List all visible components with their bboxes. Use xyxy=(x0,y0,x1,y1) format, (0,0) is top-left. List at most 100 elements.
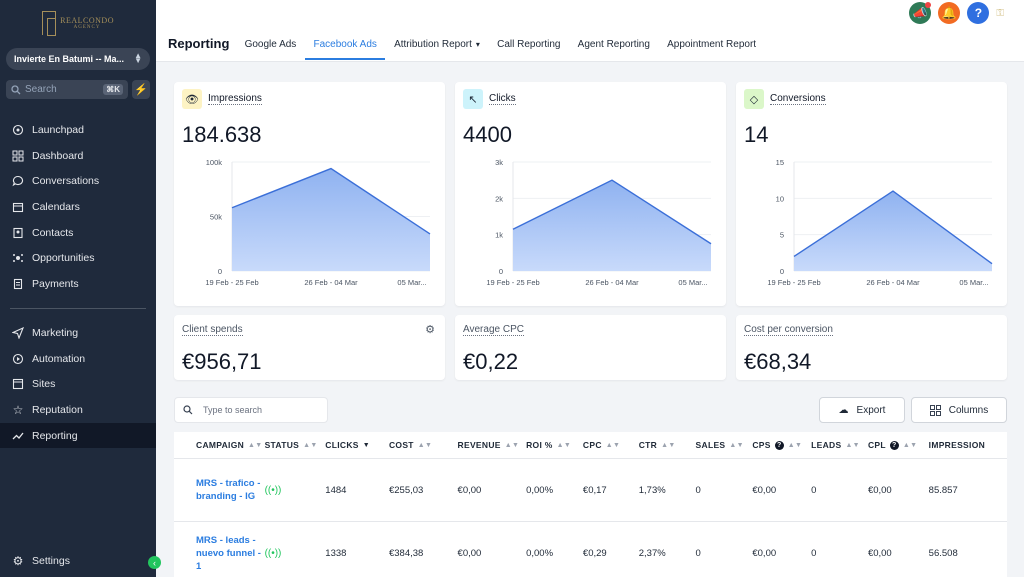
cps-cell: €0,00 xyxy=(752,484,777,496)
logo[interactable]: REALCONDO AGENCY xyxy=(42,8,114,38)
logo-sub: AGENCY xyxy=(73,24,101,30)
cursor-icon: ↖ xyxy=(463,89,483,109)
sidebar-item-marketing[interactable]: Marketing xyxy=(0,320,156,346)
sidebar-item-label: Opportunities xyxy=(32,252,95,265)
chevron-updown-icon: ▲ ▼ xyxy=(134,51,142,65)
y-tick-label: 1k xyxy=(495,231,503,240)
tab-facebook-ads[interactable]: Facebook Ads xyxy=(304,30,386,60)
x-tick-label: 19 Feb - 25 Feb xyxy=(205,278,258,287)
bolt-icon[interactable]: ⚡ xyxy=(132,80,150,99)
tab-agent-reporting[interactable]: Agent Reporting xyxy=(577,38,650,50)
col-cost[interactable]: COST ▲▼ xyxy=(388,440,433,450)
x-tick-label: 05 Mar... xyxy=(397,278,426,287)
bell-icon[interactable]: 🔔 xyxy=(938,2,961,24)
tab-appointment-report[interactable]: Appointment Report xyxy=(667,38,757,50)
col-sales[interactable]: SALES ▲▼ xyxy=(695,440,744,450)
sidebar-search[interactable]: Search ⌘K xyxy=(6,80,128,99)
tab-call-reporting[interactable]: Call Reporting xyxy=(497,38,561,50)
receipt-icon xyxy=(12,278,24,290)
sort-icon: ▲▼ xyxy=(845,441,860,449)
sidebar-item-label: Payments xyxy=(32,277,79,290)
sidebar-item-label: Marketing xyxy=(32,326,79,339)
sidebar-item-opportunities[interactable]: Opportunities xyxy=(0,245,156,271)
col-status[interactable]: STATUS ▲▼ xyxy=(264,440,318,450)
client-spends-card: Client spends ⚙ €956,71 xyxy=(174,315,445,380)
col-campaign[interactable]: CAMPAIGN ▲▼ xyxy=(196,440,263,450)
y-tick-label: 0 xyxy=(780,267,784,276)
campaign-link[interactable]: MRS - trafico - branding - IG xyxy=(196,478,261,502)
tab-attribution-report[interactable]: Attribution Report ▾ xyxy=(394,38,480,50)
sidebar-item-conversations[interactable]: Conversations xyxy=(0,168,156,194)
help-icon[interactable]: ? xyxy=(774,440,784,450)
area-fill xyxy=(794,191,992,271)
search-icon xyxy=(11,84,21,94)
campaign-link[interactable]: MRS - leads - nuevo funnel - 1 xyxy=(196,534,261,572)
sort-icon: ▲▼ xyxy=(303,441,318,449)
sidebar-item-contacts[interactable]: Contacts xyxy=(0,220,156,246)
key-icon[interactable]: ⚿ xyxy=(996,7,1004,19)
roi-cell: 0,00% xyxy=(526,547,554,559)
col-impressions[interactable]: IMPRESSION xyxy=(928,440,986,450)
col-revenue[interactable]: REVENUE ▲▼ xyxy=(457,440,520,450)
sidebar-settings: ⚙ Settings xyxy=(0,548,156,574)
ctr-cell: 1,73% xyxy=(638,484,666,496)
sidebar-item-settings[interactable]: ⚙ Settings xyxy=(0,548,156,574)
area-fill xyxy=(513,180,711,271)
megaphone-icon[interactable]: 📣 xyxy=(909,2,932,24)
y-tick-label: 5 xyxy=(780,231,784,240)
sidebar-item-sites[interactable]: Sites xyxy=(0,371,156,397)
revenue-cell: €0,00 xyxy=(457,484,482,496)
average-cpc-value: €0,22 xyxy=(463,349,519,374)
export-button[interactable]: ☁ Export xyxy=(819,397,905,423)
sidebar-item-payments[interactable]: Payments xyxy=(0,271,156,297)
diamond-icon: ◇ xyxy=(744,89,764,109)
sidebar-divider xyxy=(10,308,146,309)
top-header: Reporting Google Ads Facebook Ads Attrib… xyxy=(156,0,1024,62)
y-tick-label: 3k xyxy=(495,158,503,167)
account-switcher[interactable]: Invierte En Batumi -- Ma... ▲ ▼ xyxy=(6,48,150,70)
col-leads[interactable]: LEADS ▲▼ xyxy=(811,440,860,450)
sidebar-search-placeholder: Search xyxy=(25,84,57,95)
sort-icon: ▲▼ xyxy=(248,441,263,449)
col-roi[interactable]: ROI % ▲▼ xyxy=(526,440,572,450)
sales-cell: 0 xyxy=(695,484,701,496)
automation-icon xyxy=(12,353,24,365)
page-title: Reporting xyxy=(168,36,230,51)
sidebar-item-automation[interactable]: Automation xyxy=(0,346,156,372)
help-icon[interactable]: ? xyxy=(967,2,990,24)
table-search-placeholder: Type to search xyxy=(203,405,263,415)
logo-brand: REALCONDO xyxy=(60,15,114,25)
clicks-card: ↖ Clicks 4400 3k 2k 1k 0 19 Feb - 25 Feb 26 F… xyxy=(455,82,726,306)
col-cpc[interactable]: CPC ▲▼ xyxy=(582,440,621,450)
search-icon xyxy=(183,405,193,415)
tab-google-ads[interactable]: Google Ads xyxy=(244,38,297,50)
leads-cell: 0 xyxy=(811,547,817,559)
table-search-input[interactable]: Type to search xyxy=(174,397,328,423)
y-tick-label: 15 xyxy=(776,158,784,167)
sort-icon: ▲▼ xyxy=(605,441,621,449)
help-icon[interactable]: ? xyxy=(889,440,899,450)
col-ctr[interactable]: CTR ▲▼ xyxy=(638,440,676,450)
sidebar-item-launchpad[interactable]: Launchpad xyxy=(0,117,156,143)
report-tabs: Google Ads Facebook Ads Attribution Repo… xyxy=(236,30,765,60)
y-tick-label: 10 xyxy=(776,194,784,203)
columns-button[interactable]: Columns xyxy=(911,397,1007,423)
columns-icon xyxy=(929,404,941,416)
sidebar-item-label: Sites xyxy=(32,378,56,391)
sidebar-item-reporting[interactable]: Reporting xyxy=(0,422,156,449)
sidebar-item-label: Automation xyxy=(32,352,86,365)
header-actions: 📣 🔔 ? ⚿ xyxy=(909,2,1004,24)
sidebar-item-dashboard[interactable]: Dashboard xyxy=(0,143,156,169)
col-clicks[interactable]: CLICKS ▼ xyxy=(325,440,370,450)
broadcast-icon: ((•)) xyxy=(264,484,282,496)
sort-desc-icon: ▼ xyxy=(362,441,370,449)
collapse-sidebar-button[interactable]: ‹ xyxy=(148,556,161,569)
columns-label: Columns xyxy=(948,404,989,416)
sidebar-item-reputation[interactable]: ☆ Reputation xyxy=(0,397,156,423)
cpc-cell: €0,29 xyxy=(582,547,607,559)
cost-cell: €384,38 xyxy=(388,547,424,559)
gear-icon[interactable]: ⚙ xyxy=(425,324,435,336)
sidebar-item-calendars[interactable]: Calendars xyxy=(0,194,156,220)
col-cps[interactable]: CPS? ▲▼ xyxy=(752,440,803,450)
col-cpl[interactable]: CPL? ▲▼ xyxy=(867,440,918,450)
